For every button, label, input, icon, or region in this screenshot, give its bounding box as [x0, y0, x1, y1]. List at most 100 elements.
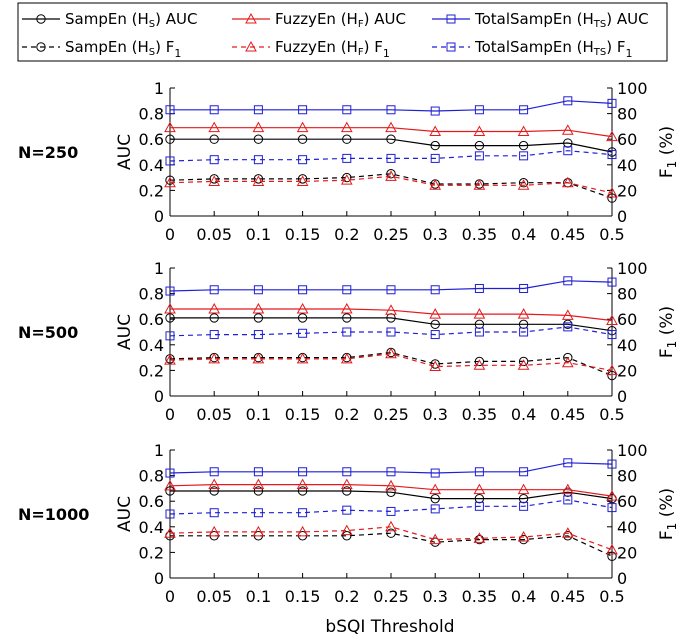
series: [165, 347, 617, 381]
series: [165, 322, 617, 341]
data-point: [296, 352, 309, 364]
legend: SampEn (HS) AUC FuzzyEn (HF) AUC TotalSamp…: [17, 2, 668, 62]
y-tick-label-right: 20: [617, 361, 637, 380]
data-point: [165, 286, 175, 296]
y-tick-label-left: 0: [154, 569, 164, 588]
series-line: [169, 175, 613, 194]
series: [165, 169, 617, 203]
data-point: [563, 458, 573, 468]
x-tick-label: 0.4: [511, 405, 536, 424]
y-tick-label-right: 100: [617, 79, 648, 98]
data-point: [298, 155, 308, 165]
data-point: [252, 302, 265, 314]
data-point: [517, 308, 530, 319]
data-point: [164, 479, 176, 491]
series-line: [170, 127, 613, 138]
data-point: [563, 96, 573, 106]
data-point: [252, 478, 265, 490]
data-point: [563, 322, 573, 332]
x-tick-label: 0.05: [196, 405, 232, 424]
x-tick-label: 0.1: [246, 405, 271, 424]
data-point: [386, 487, 396, 497]
y-tick-label-left: 0.8: [139, 467, 164, 486]
y-tick-label-left: 0.6: [139, 130, 164, 149]
y-tick-label-left: 0.2: [139, 181, 164, 200]
data-point: [386, 313, 396, 323]
x-tick-label: 0.3: [422, 225, 447, 244]
data-point: [208, 478, 221, 490]
y-axis-label-left: AUC: [115, 496, 135, 532]
legend-item: TotalSampEn (HTS) AUC: [432, 10, 649, 30]
data-point: [474, 283, 484, 293]
y-tick-label-left: 0: [154, 207, 164, 226]
data-point: [385, 170, 397, 181]
legend-label: TotalSampEn (HTS) AUC: [474, 10, 649, 30]
data-point: [430, 493, 440, 504]
data-point: [474, 105, 484, 115]
data-point: [606, 543, 618, 555]
data-point: [561, 176, 574, 188]
x-tick-label: 0: [165, 225, 175, 244]
data-point: [253, 285, 263, 295]
data-point: [606, 490, 618, 501]
x-tick-label: 0.05: [196, 587, 232, 606]
x-tick-label: 0.4: [511, 587, 536, 606]
y-axis-label-right: F1 (%): [657, 306, 679, 358]
x-tick-label: 0.2: [334, 225, 359, 244]
x-tick-label: 0.15: [285, 405, 321, 424]
series: [164, 520, 618, 555]
panel-label: N=500: [18, 323, 78, 342]
data-point: [298, 467, 308, 477]
legend-label: FuzzyEn (HF) AUC: [275, 10, 406, 30]
series-line: [169, 526, 613, 551]
data-point: [296, 525, 309, 537]
data-point: [607, 330, 617, 340]
series: [165, 486, 617, 504]
data-point: [208, 525, 221, 537]
x-tick-label: 0.45: [550, 587, 586, 606]
series: [165, 276, 617, 296]
data-point: [561, 483, 574, 495]
data-point: [208, 352, 221, 364]
data-point: [253, 467, 263, 477]
series-line: [169, 326, 613, 337]
data-point: [385, 520, 397, 532]
data-point: [429, 125, 442, 137]
data-point: [164, 121, 176, 133]
data-point: [296, 175, 309, 186]
data-point: [165, 105, 175, 115]
data-point: [164, 302, 176, 314]
x-tick-label: 0.45: [550, 405, 586, 424]
series: [165, 528, 617, 561]
y-tick-label-right: 80: [617, 467, 637, 486]
legend-label: SampEn (HS) F1: [65, 38, 181, 60]
data-point: [340, 121, 353, 133]
series: [165, 134, 617, 157]
data-point: [340, 174, 353, 185]
data-point: [342, 486, 352, 496]
y-tick-label-right: 60: [617, 492, 637, 511]
data-point: [385, 479, 397, 491]
data-point: [473, 179, 486, 190]
data-point: [606, 130, 618, 142]
series: [165, 96, 617, 116]
x-tick-label: 0.25: [373, 405, 409, 424]
legend-item: SampEn (HS) AUC: [22, 10, 197, 30]
x-tick-label: 0.35: [462, 405, 498, 424]
series: [164, 478, 618, 501]
legend-item: TotalSampEn (HTS) F1: [432, 38, 632, 60]
data-point: [561, 309, 574, 320]
y-tick-label-left: 1: [154, 79, 164, 98]
data-point: [563, 146, 573, 156]
y-tick-label-left: 0.8: [139, 105, 164, 124]
legend-label: SampEn (HS) AUC: [65, 10, 197, 30]
data-point: [253, 508, 263, 518]
data-point: [208, 302, 221, 314]
x-tick-label: 0.5: [599, 587, 624, 606]
panel-N=1000: 0 0.2 0.4 0.6 0.8 1 0 20 40 60 80 100 0 0.05 0.1 0.15 0.…: [18, 441, 679, 606]
data-point: [430, 319, 440, 330]
data-point: [342, 467, 352, 477]
legend-item: FuzzyEn (HF) F1: [232, 38, 390, 60]
data-point: [252, 352, 265, 364]
data-point: [340, 524, 353, 536]
